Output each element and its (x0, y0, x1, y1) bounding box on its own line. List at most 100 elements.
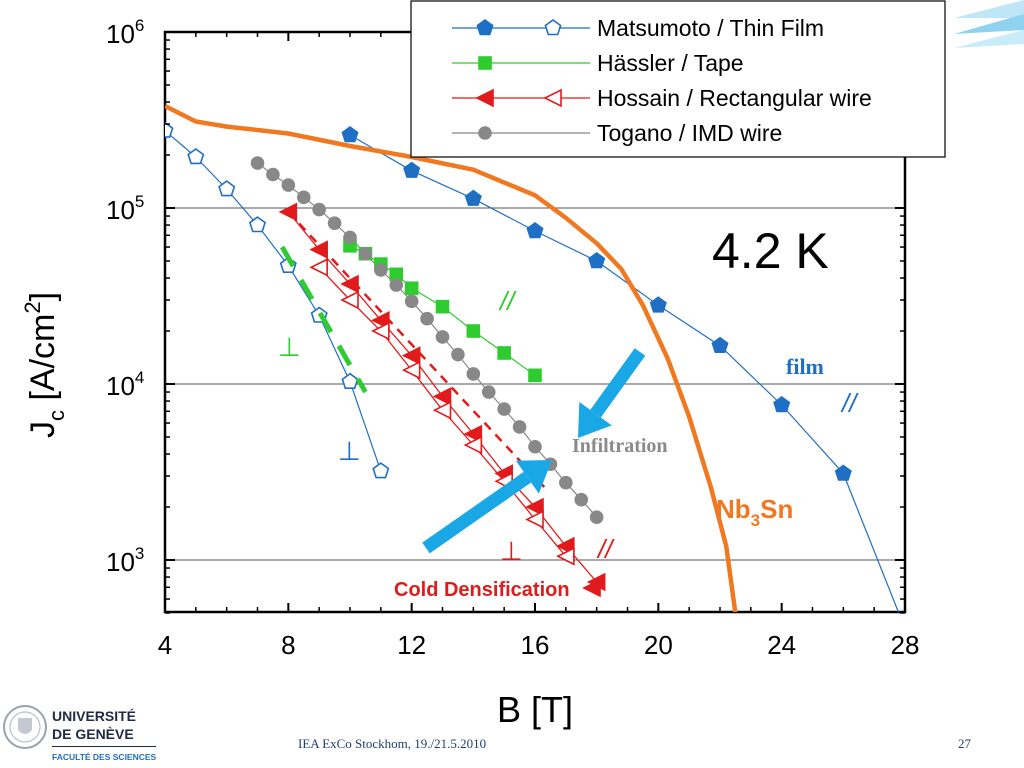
marker-hossain_perp (525, 510, 544, 529)
legend-marker (544, 19, 562, 36)
marker-togano (481, 385, 496, 399)
marker-matsumoto_par (464, 189, 482, 206)
y-tick-label: 104 (106, 368, 144, 401)
marker-hossain_par (309, 240, 328, 259)
marker-matsumoto_perp (248, 216, 267, 233)
university-logo: UNIVERSITÉ DE GENÈVE FACULTÉ DES SCIENCE… (2, 700, 162, 766)
logo-line-3: FACULTÉ DES SCIENCES (52, 752, 157, 762)
arrow-shaft (590, 348, 646, 418)
arrow-shaft (422, 471, 532, 554)
marker-matsumoto_par (403, 161, 421, 178)
marker-togano (466, 367, 481, 381)
seal-icon (3, 705, 47, 749)
marker-togano (250, 156, 265, 170)
x-tick-label: 28 (891, 630, 920, 660)
marker-togano (559, 475, 573, 490)
marker-togano (451, 347, 465, 362)
marker-togano (327, 216, 342, 230)
marker-matsumoto_par (341, 126, 359, 143)
marker-hassler (435, 299, 450, 314)
y-tick-label: 105 (106, 192, 144, 225)
legend-label: Hossain / Rectangular wire (597, 85, 872, 111)
legend-marker (478, 56, 492, 70)
cold-densification-marker (582, 578, 601, 598)
marker-togano (296, 190, 311, 205)
legend-marker (543, 88, 562, 108)
marker-hassler (404, 281, 419, 296)
marker-matsumoto_par (773, 396, 791, 413)
marker-togano (528, 439, 542, 454)
nb3sn-label: Nb3Sn (716, 494, 793, 530)
marker-matsumoto_perp (372, 462, 390, 479)
marker-togano (389, 278, 404, 292)
x-tick-label: 20 (644, 630, 673, 660)
logo-line-1: UNIVERSITÉ (52, 708, 137, 724)
film-label: film (786, 354, 824, 379)
marker-togano (266, 167, 280, 182)
y-axis-label: Jc [A/cm2] (20, 292, 69, 438)
x-tick-label: 8 (281, 630, 295, 660)
infiltration-label: Infiltration (572, 435, 668, 457)
decoration-layer (279, 211, 646, 554)
marker-hossain_par (340, 274, 359, 294)
marker-hassler (497, 346, 511, 360)
footer-event: IEA ExCo Stockhom, 19./21.5.2010 (298, 736, 487, 751)
logo-divider (52, 746, 156, 747)
marker-hossain_par (401, 346, 421, 365)
tick-layer: 4 8 12 16 20 24 28 103 104 105 106 B [T] Jc [A/cm2] (20, 16, 919, 730)
x-tick-label: 24 (767, 630, 796, 660)
x-tick-label: 16 (521, 630, 550, 660)
marker-togano (281, 178, 296, 192)
marker-hossain_perp (432, 400, 452, 420)
series-line-nb3sn (165, 103, 738, 612)
arrow-head (515, 460, 552, 494)
cold-densification-label: Cold Densification (394, 579, 570, 601)
marker-togano (435, 330, 450, 344)
series-markers-layer (165, 121, 852, 592)
marker-matsumoto_par (834, 464, 852, 481)
green-perp-label: ⊥ (278, 332, 301, 362)
marker-togano (574, 492, 589, 507)
film-perp-label: ⊥ (338, 436, 361, 466)
marker-togano (374, 263, 388, 277)
legend-label: Hässler / Tape (597, 50, 744, 76)
infiltration-arrow (578, 348, 646, 438)
marker-hossain_perp (401, 360, 421, 380)
marker-hossain_perp (340, 290, 359, 310)
marker-matsumoto_perp (165, 121, 174, 138)
legend-box (410, 0, 946, 158)
legend: Matsumoto / Thin Film Hässler / Tape Hossa… (410, 0, 946, 158)
marker-togano (343, 230, 357, 245)
marker-hossain_perp (309, 258, 328, 277)
logo-line-2: DE GENÈVE (52, 726, 134, 742)
marker-hossain_perp (556, 546, 575, 566)
marker-matsumoto_par (649, 296, 667, 313)
marker-hassler (466, 324, 481, 338)
green-parallel-label: // (498, 286, 517, 316)
legend-marker (475, 88, 494, 108)
marker-hossain_par (432, 387, 452, 406)
marker-hossain_par (525, 497, 544, 517)
legend-marker (476, 19, 494, 36)
marker-togano (512, 420, 527, 434)
legend-marker (478, 126, 492, 140)
marker-matsumoto_par (711, 336, 729, 354)
y-tick-label: 103 (106, 544, 144, 577)
corner-decoration (954, 0, 1024, 48)
densification-arrow (422, 460, 552, 554)
marker-matsumoto_par (526, 222, 544, 239)
marker-matsumoto_perp (187, 148, 205, 165)
hassler-perp-dashed (279, 245, 368, 394)
marker-hossain_perp (371, 321, 390, 341)
red-parallel-label: // (596, 534, 615, 564)
x-tick-label: 4 (158, 630, 172, 660)
marker-hossain_par (463, 424, 483, 444)
marker-togano (404, 294, 419, 309)
marker-togano (358, 246, 373, 261)
page-number: 27 (958, 736, 971, 751)
marker-hassler (528, 368, 542, 383)
x-tick-label: 12 (397, 630, 426, 660)
y-tick-label: 106 (106, 16, 144, 49)
